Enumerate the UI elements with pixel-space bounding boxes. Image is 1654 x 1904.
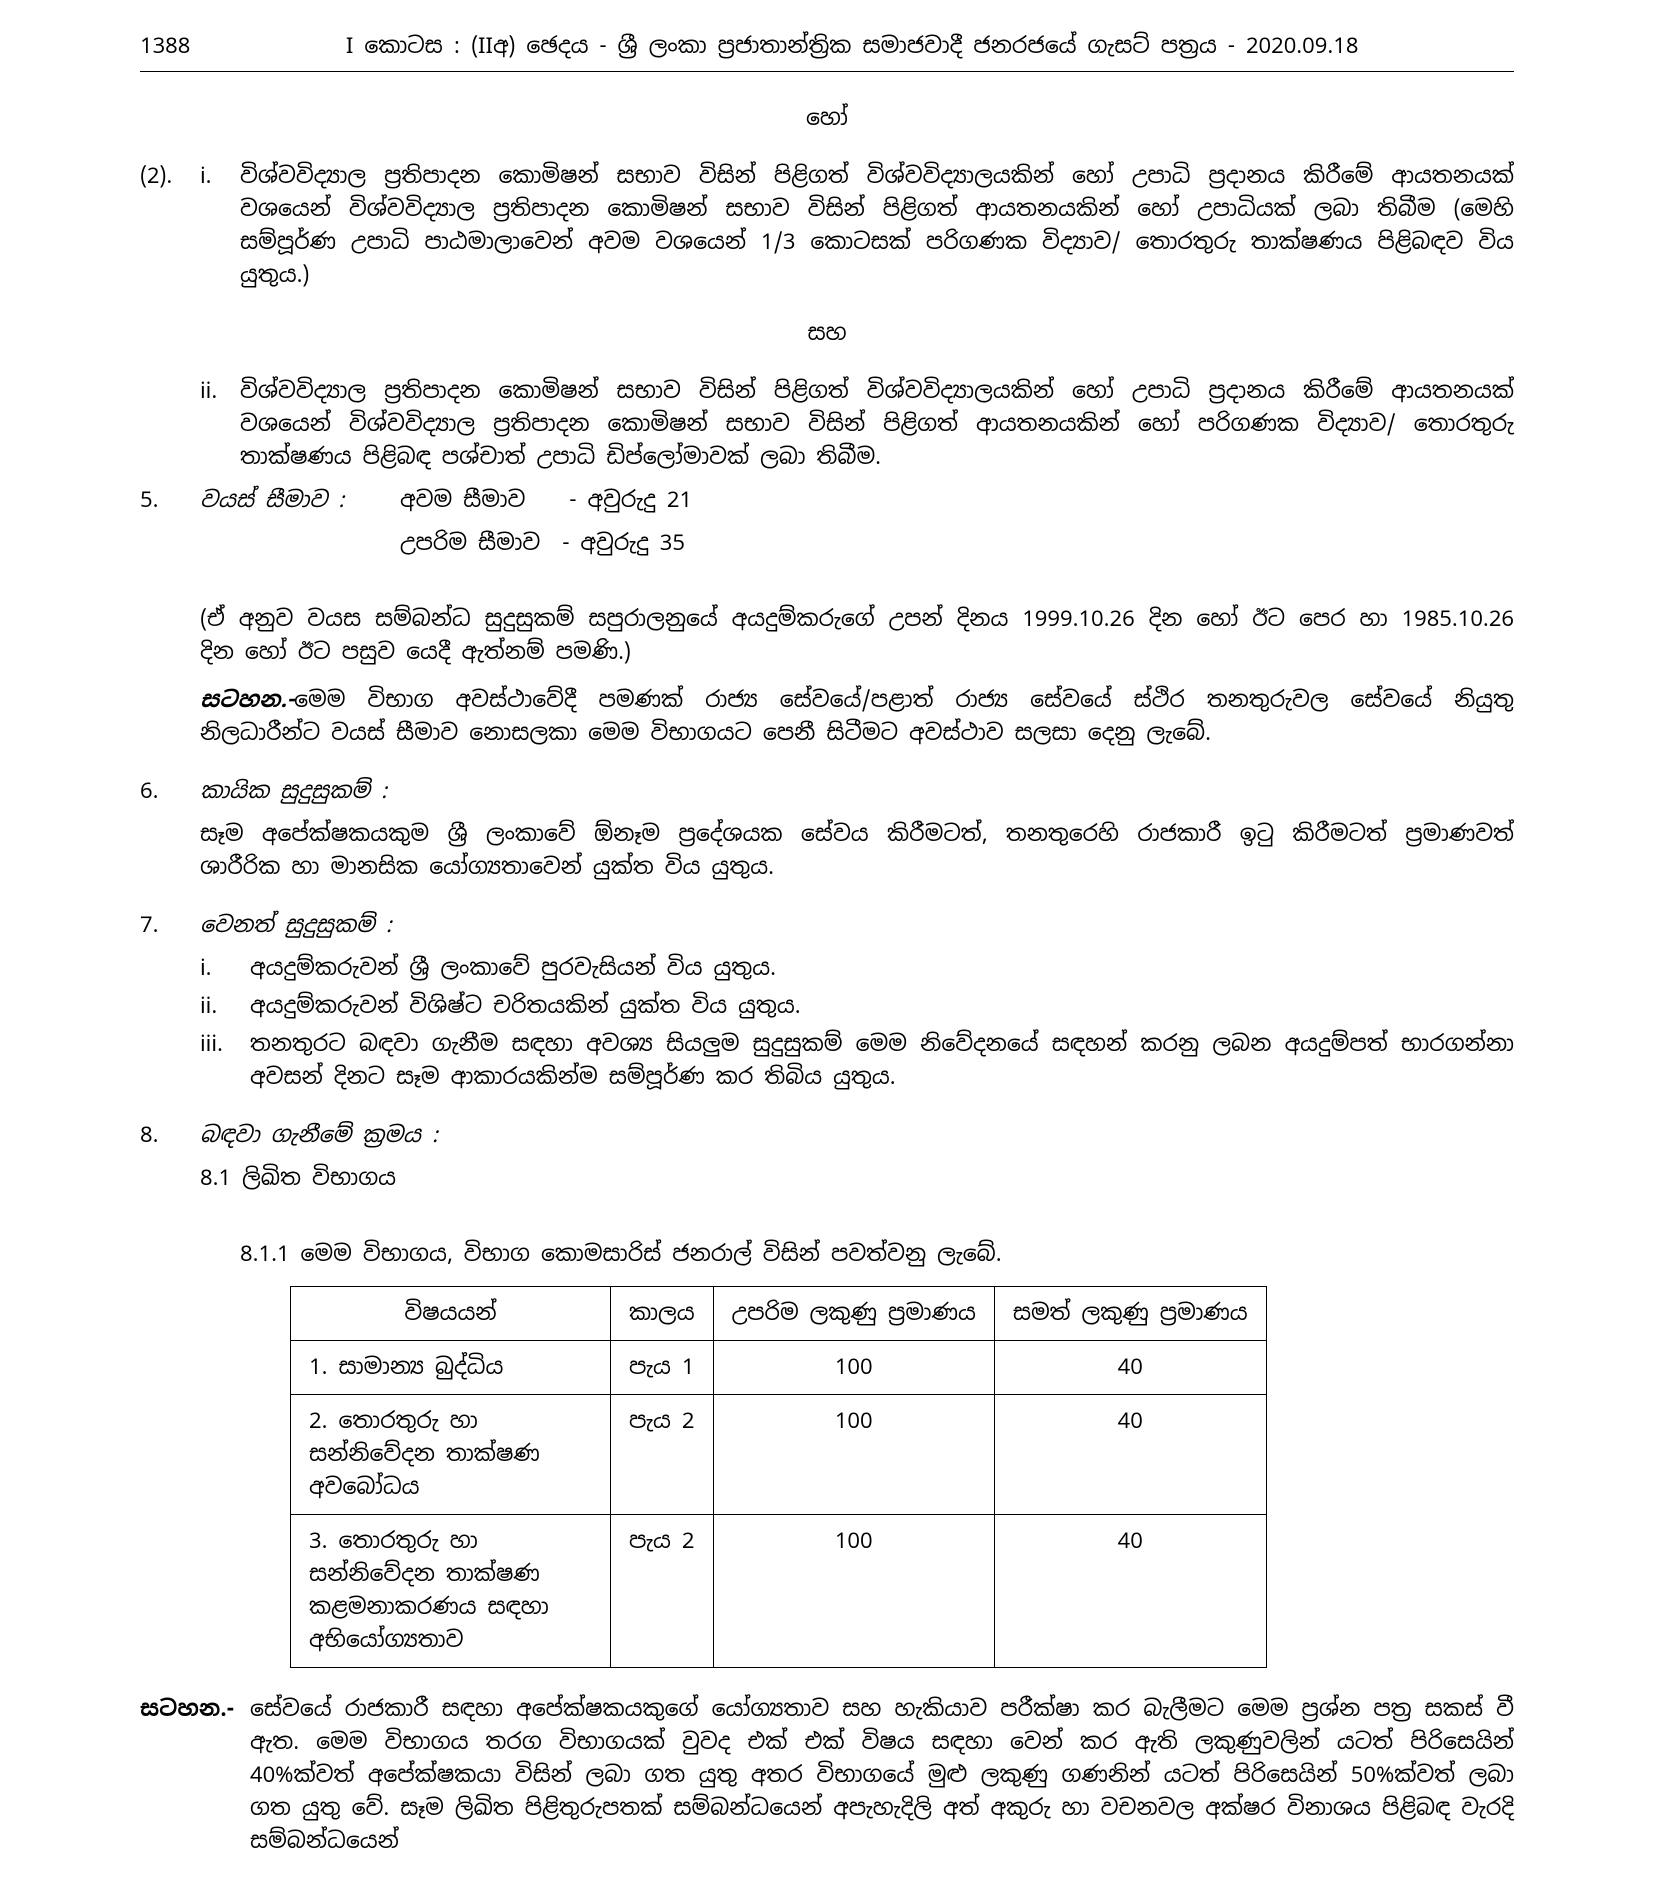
section-8-1-1: 8.1.1 මෙම විභාගය, විභාග කොමසාරිස් ජනරාල්… bbox=[140, 1238, 1514, 1271]
item-7i-text: අයදුම්කරුවන් ශ්‍රී ලංකාවේ පුරවැසියන් විය… bbox=[250, 952, 776, 985]
note-label-5: සටහන.- bbox=[200, 686, 294, 714]
cell-r3c3: 100 bbox=[713, 1515, 994, 1668]
footer-note-text: සේවයේ රාජකාරී සඳහා අපේක්ෂකයකුගේ යෝග්‍යතා… bbox=[250, 1693, 1514, 1858]
note-text-5: මෙම විභාග අවස්ථාවේදී පමණක් රාජ්‍ය සේවයේ/… bbox=[200, 686, 1514, 747]
item-7i: i. අයදුම්කරුවන් ශ්‍රී ලංකාවේ පුරවැසියන් … bbox=[140, 952, 1514, 985]
age-min-label: අවම සීමාව bbox=[400, 486, 525, 514]
section-7-title: වෙනත් සුදුසුකම් : bbox=[200, 909, 1514, 942]
section-5-note: සටහන.-මෙම විභාග අවස්ථාවේදී පමණක් රාජ්‍ය … bbox=[140, 684, 1514, 750]
word-or-1: හෝ bbox=[140, 102, 1514, 135]
item-7iii: iii. තනතුරට බඳවා ගැනීම සඳහා අවශ්‍ය සියලු… bbox=[140, 1028, 1514, 1094]
cell-r1c1: 1. සාමාන්‍ය බුද්ධිය bbox=[291, 1341, 611, 1395]
cell-r1c2: පැය 1 bbox=[611, 1341, 714, 1395]
cell-r2c2: පැය 2 bbox=[611, 1395, 714, 1515]
item-2ii-spacer bbox=[140, 375, 200, 474]
section-5-num: 5. bbox=[140, 484, 200, 517]
item-2i: (2). i. විශ්වවිද්‍යාල ප්‍රතිපාදන කොමිෂන්… bbox=[140, 160, 1514, 292]
table-header-row: විෂයයන් කාලය උපරිම ලකුණු ප්‍රමාණය සමත් ල… bbox=[291, 1287, 1267, 1341]
page-header: 1388 I කොටස : (IIඅ) ඡෙදය - ශ්‍රී ලංකා ප්… bbox=[140, 30, 1514, 63]
section-8-num: 8. bbox=[140, 1119, 200, 1152]
cell-r2c4: 40 bbox=[994, 1395, 1266, 1515]
cell-r1c3: 100 bbox=[713, 1341, 994, 1395]
roman-7i: i. bbox=[200, 952, 250, 985]
item-2-number: (2). bbox=[140, 160, 200, 292]
exam-table: විෂයයන් කාලය උපරිම ලකුණු ප්‍රමාණය සමත් ල… bbox=[290, 1286, 1267, 1668]
th-max: උපරිම ලකුණු ප්‍රමාණය bbox=[713, 1287, 994, 1341]
section-6-header: 6. කායික සුදුසුකම් : bbox=[140, 775, 1514, 808]
section-5-para1: (ඒ අනුව වයස සම්බන්ධ සුදුසුකම් සපුරාලනුයේ… bbox=[140, 603, 1514, 669]
section-6-title: කායික සුදුසුකම් : bbox=[200, 775, 1514, 808]
cell-r3c4: 40 bbox=[994, 1515, 1266, 1668]
roman-ii: ii. bbox=[200, 375, 240, 474]
item-2ii-text: විශ්වවිද්‍යාල ප්‍රතිපාදන කොමිෂන් සභාව වි… bbox=[240, 375, 1514, 474]
roman-i: i. bbox=[200, 160, 240, 292]
age-min-val: - අවුරුදු 21 bbox=[569, 486, 692, 514]
age-max-val: - අවුරුදු 35 bbox=[562, 529, 685, 557]
cell-r3c1: 3. තොරතුරු හා සන්නිවේදන තාක්ෂණ කළමනාකරණය… bbox=[291, 1515, 611, 1668]
cell-r3c2: පැය 2 bbox=[611, 1515, 714, 1668]
table-row: 2. තොරතුරු හා සන්නිවේදන තාක්ෂණ අවබෝධය පැ… bbox=[291, 1395, 1267, 1515]
section-5-header: 5. වයස් සීමාව : අවම සීමාව - අවුරුදු 21 bbox=[140, 484, 1514, 517]
word-and: සහ bbox=[140, 317, 1514, 350]
table-row: 1. සාමාන්‍ය බුද්ධිය පැය 1 100 40 bbox=[291, 1341, 1267, 1395]
section-8-1: 8.1 ලිඛිත විභාගය bbox=[140, 1162, 1514, 1195]
header-title: I කොටස : (IIඅ) ඡෙදය - ශ්‍රී ලංකා ප්‍රජාත… bbox=[190, 30, 1514, 63]
th-subject: විෂයයන් bbox=[291, 1287, 611, 1341]
cell-r2c1: 2. තොරතුරු හා සන්නිවේදන තාක්ෂණ අවබෝධය bbox=[291, 1395, 611, 1515]
item-2i-text: විශ්වවිද්‍යාල ප්‍රතිපාදන කොමිෂන් සභාව වි… bbox=[240, 160, 1514, 292]
th-pass: සමත් ලකුණු ප්‍රමාණය bbox=[994, 1287, 1266, 1341]
section-7-header: 7. වෙනත් සුදුසුකම් : bbox=[140, 909, 1514, 942]
footer-note-label: සටහන.- bbox=[140, 1693, 250, 1858]
age-max-label: උපරිම සීමාව bbox=[400, 529, 540, 557]
item-7ii: ii. අයදුම්කරුවන් විශිෂ්ට චරිතයකින් යුක්ත… bbox=[140, 990, 1514, 1023]
footer-note: සටහන.- සේවයේ රාජකාරී සඳහා අපේක්ෂකයකුගේ ය… bbox=[140, 1693, 1514, 1858]
section-5-title: වයස් සීමාව : bbox=[200, 484, 400, 517]
section-8-header: 8. බඳවා ගැනීමේ ක්‍රමය : bbox=[140, 1119, 1514, 1152]
section-7-num: 7. bbox=[140, 909, 200, 942]
table-row: 3. තොරතුරු හා සන්නිවේදන තාක්ෂණ කළමනාකරණය… bbox=[291, 1515, 1267, 1668]
item-7ii-text: අයදුම්කරුවන් විශිෂ්ට චරිතයකින් යුක්ත විය… bbox=[250, 990, 801, 1023]
roman-7iii: iii. bbox=[200, 1028, 250, 1094]
page-number: 1388 bbox=[140, 30, 190, 63]
cell-r2c3: 100 bbox=[713, 1395, 994, 1515]
item-7iii-text: තනතුරට බඳවා ගැනීම සඳහා අවශ්‍ය සියලුම සුද… bbox=[250, 1028, 1514, 1094]
roman-7ii: ii. bbox=[200, 990, 250, 1023]
cell-r1c4: 40 bbox=[994, 1341, 1266, 1395]
header-divider bbox=[140, 71, 1514, 72]
section-6-num: 6. bbox=[140, 775, 200, 808]
age-max-row: උපරිම සීමාව - අවුරුදු 35 bbox=[140, 527, 1514, 560]
section-8-title: බඳවා ගැනීමේ ක්‍රමය : bbox=[200, 1119, 1514, 1152]
th-time: කාලය bbox=[611, 1287, 714, 1341]
item-2ii: ii. විශ්වවිද්‍යාල ප්‍රතිපාදන කොමිෂන් සභා… bbox=[140, 375, 1514, 474]
section-6-text: සෑම අපේක්ෂකයකුම ශ්‍රී ලංකාවේ ඕනෑම ප්‍රදේ… bbox=[140, 818, 1514, 884]
